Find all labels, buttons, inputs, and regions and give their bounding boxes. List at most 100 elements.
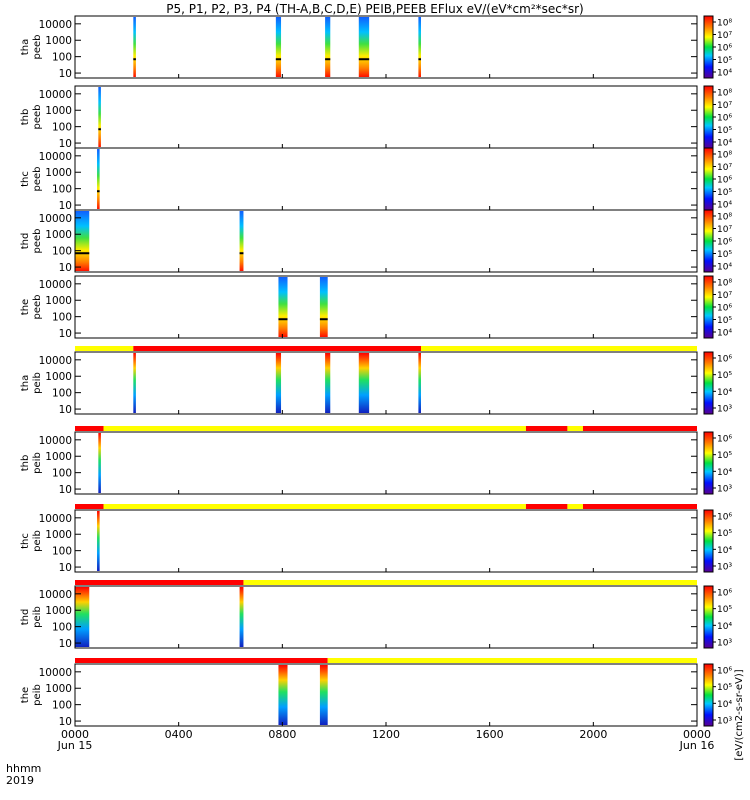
mode-bar-segment	[103, 504, 526, 509]
corner-label-year: 2019	[6, 774, 34, 787]
colorbar-tick-label: 10³	[717, 405, 732, 415]
panel-ylabel-probe: thd	[20, 609, 31, 626]
panel-ylabel-probe: tha	[20, 39, 31, 55]
colorbar	[703, 509, 714, 573]
x-tick-label: 0800	[268, 728, 296, 741]
mode-bar-segment	[567, 426, 583, 431]
panel-frame	[74, 663, 698, 727]
spectrogram-burst	[97, 149, 100, 209]
colorbar-tick-label: 10⁷	[717, 225, 732, 235]
y-tick-label: 10	[59, 328, 72, 340]
panel-ylabel-probe: thb	[20, 109, 31, 126]
burst-dark-stripe	[278, 318, 288, 321]
y-tick-label: 10000	[39, 667, 72, 679]
mode-bar-segment	[327, 658, 697, 663]
panel-ylabel-instrument: peib	[32, 372, 43, 394]
colorbar-tick-label: 10⁴	[717, 622, 732, 632]
colorbar-tick-label: 10⁶	[717, 44, 732, 54]
colorbar-tick-label: 10⁶	[717, 513, 732, 523]
y-tick-label: 100	[52, 52, 72, 64]
panel-frame	[74, 15, 698, 79]
panel-ylabel-instrument: peeb	[32, 229, 43, 254]
mode-bar-segment	[75, 580, 244, 585]
spectrogram-burst	[325, 17, 331, 77]
colorbar-tick-label: 10³	[717, 639, 732, 649]
burst-dark-stripe	[319, 318, 328, 321]
y-tick-label: 10000	[39, 355, 72, 367]
panel-ylabel-probe: thc	[20, 533, 31, 549]
spectrogram-burst	[97, 511, 100, 571]
panel-ylabel-instrument: peeb	[32, 105, 43, 130]
colorbar-tick-label: 10⁵	[717, 126, 732, 136]
y-tick-label: 1000	[45, 683, 72, 695]
colorbar-tick-label: 10⁷	[717, 291, 732, 301]
colorbar-tick-label: 10⁵	[717, 451, 732, 461]
y-tick-label: 10	[59, 262, 72, 274]
colorbar-tick-label: 10⁸	[717, 151, 732, 161]
colorbar-tick-label: 10⁵	[717, 529, 732, 539]
colorbar	[703, 351, 714, 415]
colorbar	[703, 209, 714, 273]
burst-dark-stripe	[98, 128, 101, 131]
mode-bar-segment	[525, 504, 568, 509]
spectrogram-burst	[418, 353, 421, 413]
y-tick-label: 10	[59, 562, 72, 574]
colorbar-tick-label: 10⁶	[717, 589, 732, 599]
y-tick-label: 100	[52, 546, 72, 558]
panel-frame	[74, 85, 698, 149]
colorbar-tick-label: 10³	[717, 485, 732, 495]
spectrogram-burst	[75, 211, 90, 271]
panel-frame	[74, 275, 698, 339]
spectrogram-burst	[319, 665, 328, 725]
panel-frame	[74, 509, 698, 573]
colorbar-tick-label: 10⁶	[717, 667, 732, 677]
colorbar-tick-label: 10⁴	[717, 263, 732, 273]
mode-bar-segment	[582, 504, 697, 509]
y-tick-label: 100	[52, 700, 72, 712]
panel-frame	[74, 351, 698, 415]
burst-dark-stripe	[418, 58, 421, 61]
colorbar-tick-label: 10⁶	[717, 238, 732, 248]
colorbar-tick-label: 10³	[717, 563, 732, 573]
y-tick-label: 10	[59, 200, 72, 212]
burst-dark-stripe	[97, 190, 100, 193]
colorbar-tick-label: 10⁸	[717, 279, 732, 289]
colorbar-tick-label: 10⁴	[717, 69, 732, 79]
colorbar-tick-label: 10⁶	[717, 435, 732, 445]
spectrogram-burst	[239, 587, 244, 647]
mode-bar-segment	[582, 426, 697, 431]
y-tick-label: 1000	[45, 451, 72, 463]
spectrogram-burst	[133, 353, 136, 413]
x-tick-label: 1600	[476, 728, 504, 741]
spectrogram-burst	[358, 17, 370, 77]
panel-ylabel-instrument: peib	[32, 684, 43, 706]
panel-ylabel-probe: thc	[20, 171, 31, 187]
spectrogram-burst	[418, 17, 421, 77]
y-tick-label: 10000	[39, 19, 72, 31]
panel-ylabel-instrument: peeb	[32, 35, 43, 60]
y-tick-label: 10	[59, 484, 72, 496]
burst-dark-stripe	[133, 58, 136, 61]
mode-bar-segment	[75, 658, 328, 663]
colorbar-tick-label: 10⁵	[717, 683, 732, 693]
colorbar-tick-label: 10⁴	[717, 700, 732, 710]
colorbar-tick-label: 10³	[717, 717, 732, 727]
y-tick-label: 1000	[45, 529, 72, 541]
panel-ylabel-instrument: peib	[32, 452, 43, 474]
y-tick-label: 1000	[45, 605, 72, 617]
spectrogram-burst	[98, 433, 101, 493]
burst-dark-stripe	[325, 58, 331, 61]
burst-dark-stripe	[75, 252, 90, 255]
colorbar-label: [eV/(cm2-s-sr-eV)]	[734, 669, 745, 760]
y-tick-label: 10	[59, 138, 72, 150]
colorbar	[703, 147, 714, 211]
x-tick-label: 0000	[61, 728, 89, 741]
spectrogram-burst	[325, 353, 331, 413]
burst-dark-stripe	[239, 252, 244, 255]
mode-bar-segment	[243, 580, 698, 585]
y-tick-label: 100	[52, 388, 72, 400]
colorbar-tick-label: 10⁶	[717, 176, 732, 186]
panel-ylabel-instrument: peeb	[32, 167, 43, 192]
colorbar	[703, 585, 714, 649]
